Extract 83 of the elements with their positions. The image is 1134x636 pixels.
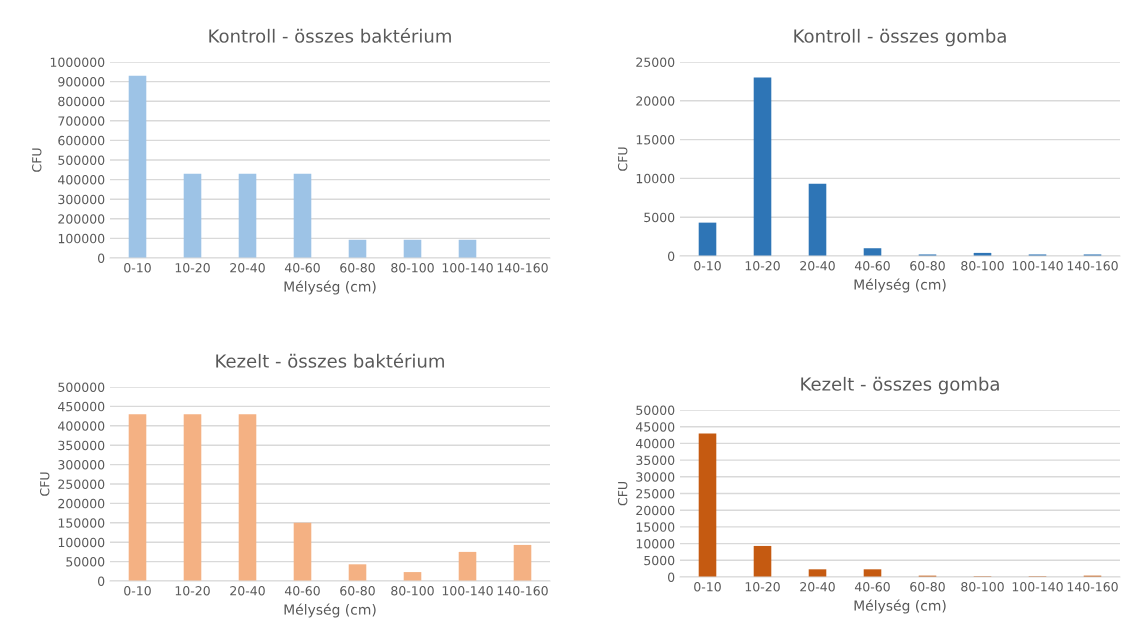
x-tick-label: 0-10 xyxy=(694,582,721,592)
x-tick-label: 140-160 xyxy=(1067,582,1118,592)
y-tick-label: 5000 xyxy=(644,555,675,566)
y-tick-label: 25000 xyxy=(636,57,675,67)
y-axis-title: CFU xyxy=(32,148,42,172)
x-tick-label: 20-40 xyxy=(800,261,835,271)
y-tick-label: 0 xyxy=(668,251,675,261)
x-tick-label: 60-80 xyxy=(910,582,945,592)
y-tick-label: 500000 xyxy=(58,155,105,165)
y-tick-label: 350000 xyxy=(58,440,105,451)
x-tick-label: 140-160 xyxy=(497,263,548,273)
y-tick-label: 5000 xyxy=(644,212,675,223)
chart-title: Kezelt - összes baktérium xyxy=(216,353,444,368)
x-tick-label: 80-100 xyxy=(391,263,434,273)
x-tick-label: 100-140 xyxy=(1012,261,1063,271)
x-axis-title: Mélység (cm) xyxy=(854,599,946,614)
y-tick-label: 900000 xyxy=(58,77,105,87)
x-tick-label: 40-60 xyxy=(284,263,320,273)
x-tick-label: 0-10 xyxy=(124,263,151,273)
y-axis-title: CFU xyxy=(617,482,628,506)
y-tick-label: 200000 xyxy=(58,214,105,224)
x-tick-label: 10-20 xyxy=(175,263,210,273)
y-tick-label: 700000 xyxy=(58,116,105,126)
y-tick-label: 100000 xyxy=(58,537,105,548)
x-tick-label: 60-80 xyxy=(910,261,945,271)
y-tick-label: 10000 xyxy=(636,539,675,549)
y-tick-label: 450000 xyxy=(58,401,105,412)
y-tick-label: 15000 xyxy=(636,135,675,145)
y-tick-label: 30000 xyxy=(636,472,675,482)
y-tick-label: 400000 xyxy=(58,421,105,431)
y-tick-label: 20000 xyxy=(636,96,675,106)
x-tick-label: 100-140 xyxy=(442,586,493,596)
y-tick-label: 300000 xyxy=(58,194,105,205)
y-tick-label: 50000 xyxy=(636,405,675,415)
x-tick-label: 80-100 xyxy=(391,586,434,596)
y-tick-label: 250000 xyxy=(58,479,105,489)
y-tick-label: 500000 xyxy=(58,382,105,392)
x-tick-label: 100-140 xyxy=(442,263,493,273)
x-tick-label: 20-40 xyxy=(230,263,265,273)
y-tick-label: 10000 xyxy=(636,173,675,184)
chart-title: Kezelt - összes gomba xyxy=(801,376,999,395)
y-tick-label: 400000 xyxy=(58,175,105,185)
x-axis-title: Mélység (cm) xyxy=(284,280,376,295)
x-tick-label: 40-60 xyxy=(854,582,890,592)
y-tick-label: 50000 xyxy=(66,557,105,567)
y-axis-title: CFU xyxy=(617,147,628,171)
y-tick-label: 100000 xyxy=(58,233,105,244)
y-tick-label: 20000 xyxy=(636,505,675,516)
y-tick-label: 25000 xyxy=(636,488,675,499)
x-tick-label: 140-160 xyxy=(1067,261,1118,271)
x-tick-label: 100-140 xyxy=(1012,582,1063,592)
x-axis-title: Mélység (cm) xyxy=(854,278,946,293)
y-tick-label: 45000 xyxy=(635,422,675,432)
y-tick-label: 15000 xyxy=(636,522,675,532)
x-tick-label: 40-60 xyxy=(284,586,320,596)
x-tick-label: 40-60 xyxy=(854,261,890,271)
y-tick-label: 800000 xyxy=(58,96,105,107)
y-tick-label: 35000 xyxy=(636,455,675,466)
x-tick-label: 0-10 xyxy=(124,586,151,596)
y-tick-label: 200000 xyxy=(58,498,105,509)
x-tick-label: 60-80 xyxy=(340,586,375,596)
chart-title: Kontroll - összes baktérium xyxy=(209,28,451,43)
x-tick-label: 10-20 xyxy=(175,586,210,596)
y-axis-title: CFU xyxy=(39,472,50,496)
x-tick-label: 20-40 xyxy=(230,586,265,596)
x-tick-label: 140-160 xyxy=(497,586,548,596)
x-tick-label: 20-40 xyxy=(800,582,835,592)
y-tick-label: 0 xyxy=(98,253,105,263)
chart-title: Kontroll - összes gomba xyxy=(794,28,1006,47)
x-tick-label: 10-20 xyxy=(745,261,780,271)
y-tick-label: 300000 xyxy=(58,460,105,470)
y-tick-label: 1000000 xyxy=(50,57,105,67)
y-tick-label: 600000 xyxy=(58,135,105,146)
x-tick-label: 80-100 xyxy=(961,261,1004,271)
y-tick-label: 40000 xyxy=(635,438,675,449)
y-tick-label: 0 xyxy=(98,576,105,586)
x-tick-label: 10-20 xyxy=(745,582,780,592)
y-tick-label: 0 xyxy=(668,572,675,582)
x-tick-label: 80-100 xyxy=(961,582,1004,592)
y-tick-label: 150000 xyxy=(58,518,105,528)
x-axis-title: Mélység (cm) xyxy=(284,603,376,618)
x-tick-label: 0-10 xyxy=(694,261,721,271)
x-tick-label: 60-80 xyxy=(340,263,375,273)
